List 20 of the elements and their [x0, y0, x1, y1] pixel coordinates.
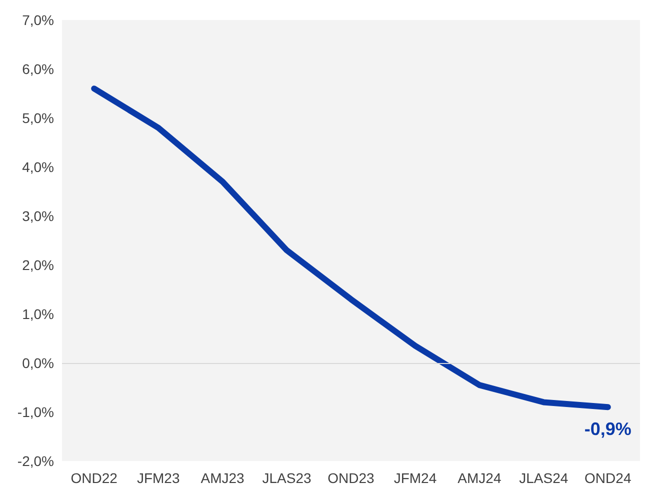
x-tick-label: OND23 [328, 470, 375, 486]
y-tick-label: -1,0% [17, 404, 54, 420]
y-tick-label: -2,0% [17, 453, 54, 469]
x-tick-label: AMJ24 [458, 470, 502, 486]
x-tick-label: JFM24 [394, 470, 437, 486]
x-tick-label: JFM23 [136, 470, 180, 486]
x-tick-label: JLAS24 [519, 470, 568, 486]
y-tick-label: 3,0% [22, 208, 54, 224]
y-tick-label: 5,0% [22, 110, 54, 126]
x-tick-label: OND22 [70, 470, 118, 486]
x-tick-label: AMJ23 [200, 470, 245, 486]
y-tick-label: 7,0% [22, 12, 54, 28]
y-tick-label: 6,0% [22, 61, 54, 77]
x-tick-label: OND24 [584, 470, 632, 486]
y-tick-label: 1,0% [22, 306, 54, 322]
y-tick-label: 4,0% [22, 159, 54, 175]
x-tick-label: JLAS23 [262, 470, 312, 486]
annotation: -0,9% [584, 419, 632, 440]
y-tick-label: 0,0% [22, 355, 54, 371]
y-tick-label: 2,0% [22, 257, 54, 273]
